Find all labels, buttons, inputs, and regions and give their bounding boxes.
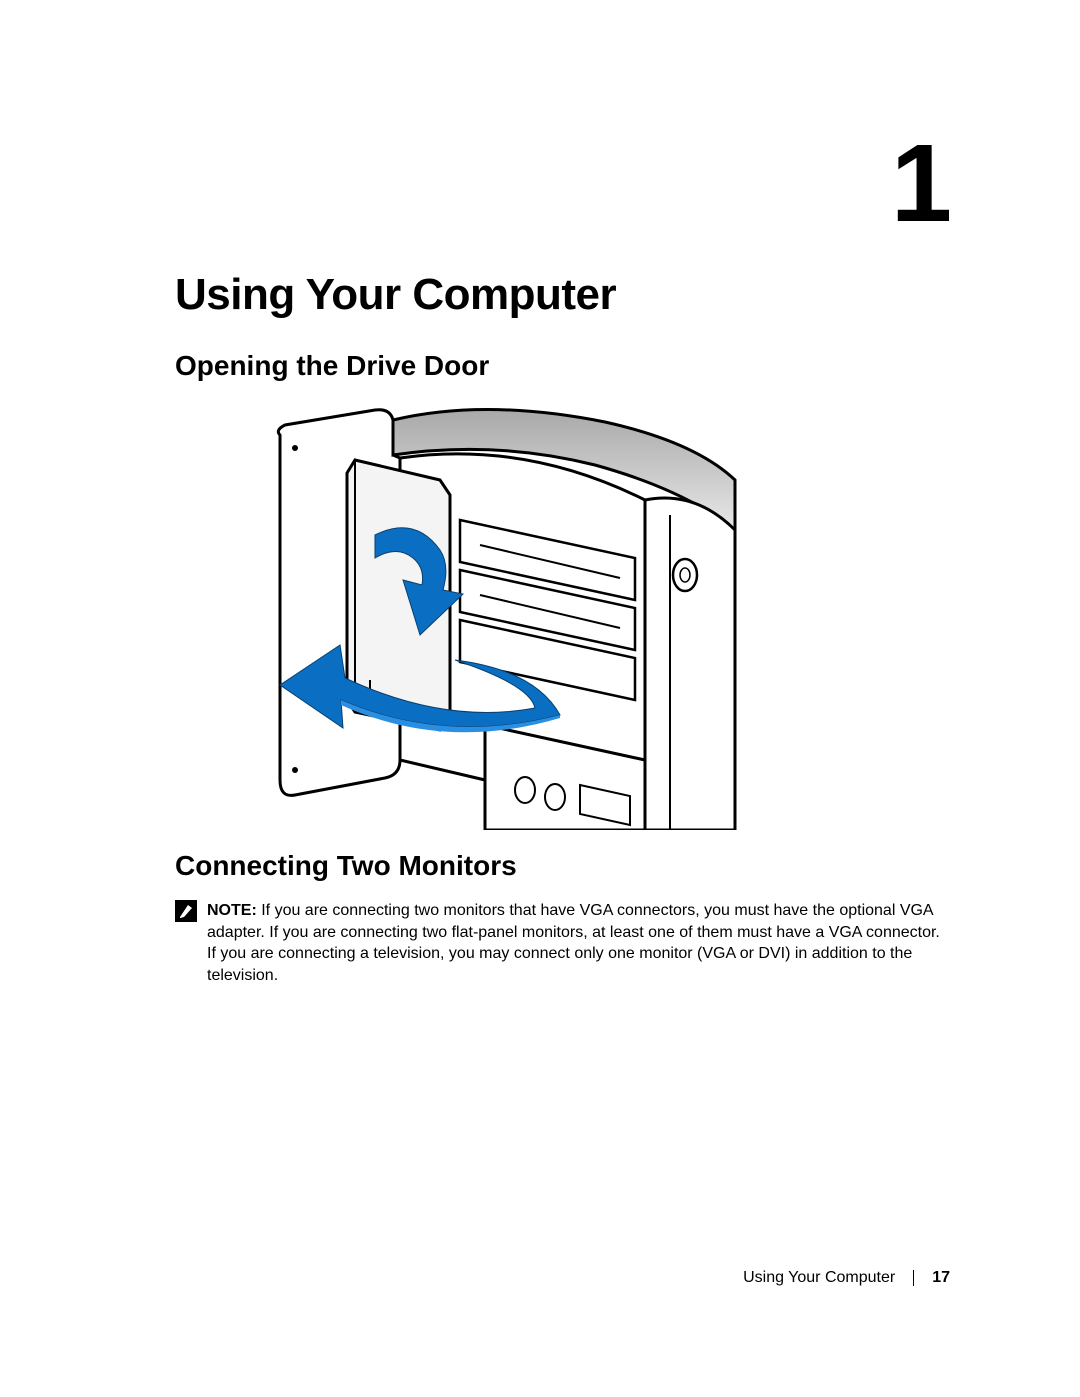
footer-divider: [913, 1270, 914, 1286]
computer-tower-svg: [225, 400, 785, 830]
chapter-number: 1: [891, 120, 950, 247]
section-heading-drive-door: Opening the Drive Door: [175, 350, 489, 382]
drive-door-illustration: [225, 400, 785, 830]
document-page: 1 Using Your Computer Opening the Drive …: [0, 0, 1080, 1397]
section-heading-two-monitors: Connecting Two Monitors: [175, 850, 517, 882]
note-block: NOTE: If you are connecting two monitors…: [175, 900, 950, 986]
footer-section: Using Your Computer: [743, 1269, 895, 1287]
note-label: NOTE:: [207, 902, 257, 919]
note-icon: [175, 900, 197, 922]
note-body: If you are connecting two monitors that …: [207, 902, 940, 984]
note-text: NOTE: If you are connecting two monitors…: [207, 900, 950, 986]
page-title: Using Your Computer: [175, 270, 616, 320]
page-footer: Using Your Computer 17: [743, 1269, 950, 1287]
footer-page-number: 17: [932, 1269, 950, 1287]
